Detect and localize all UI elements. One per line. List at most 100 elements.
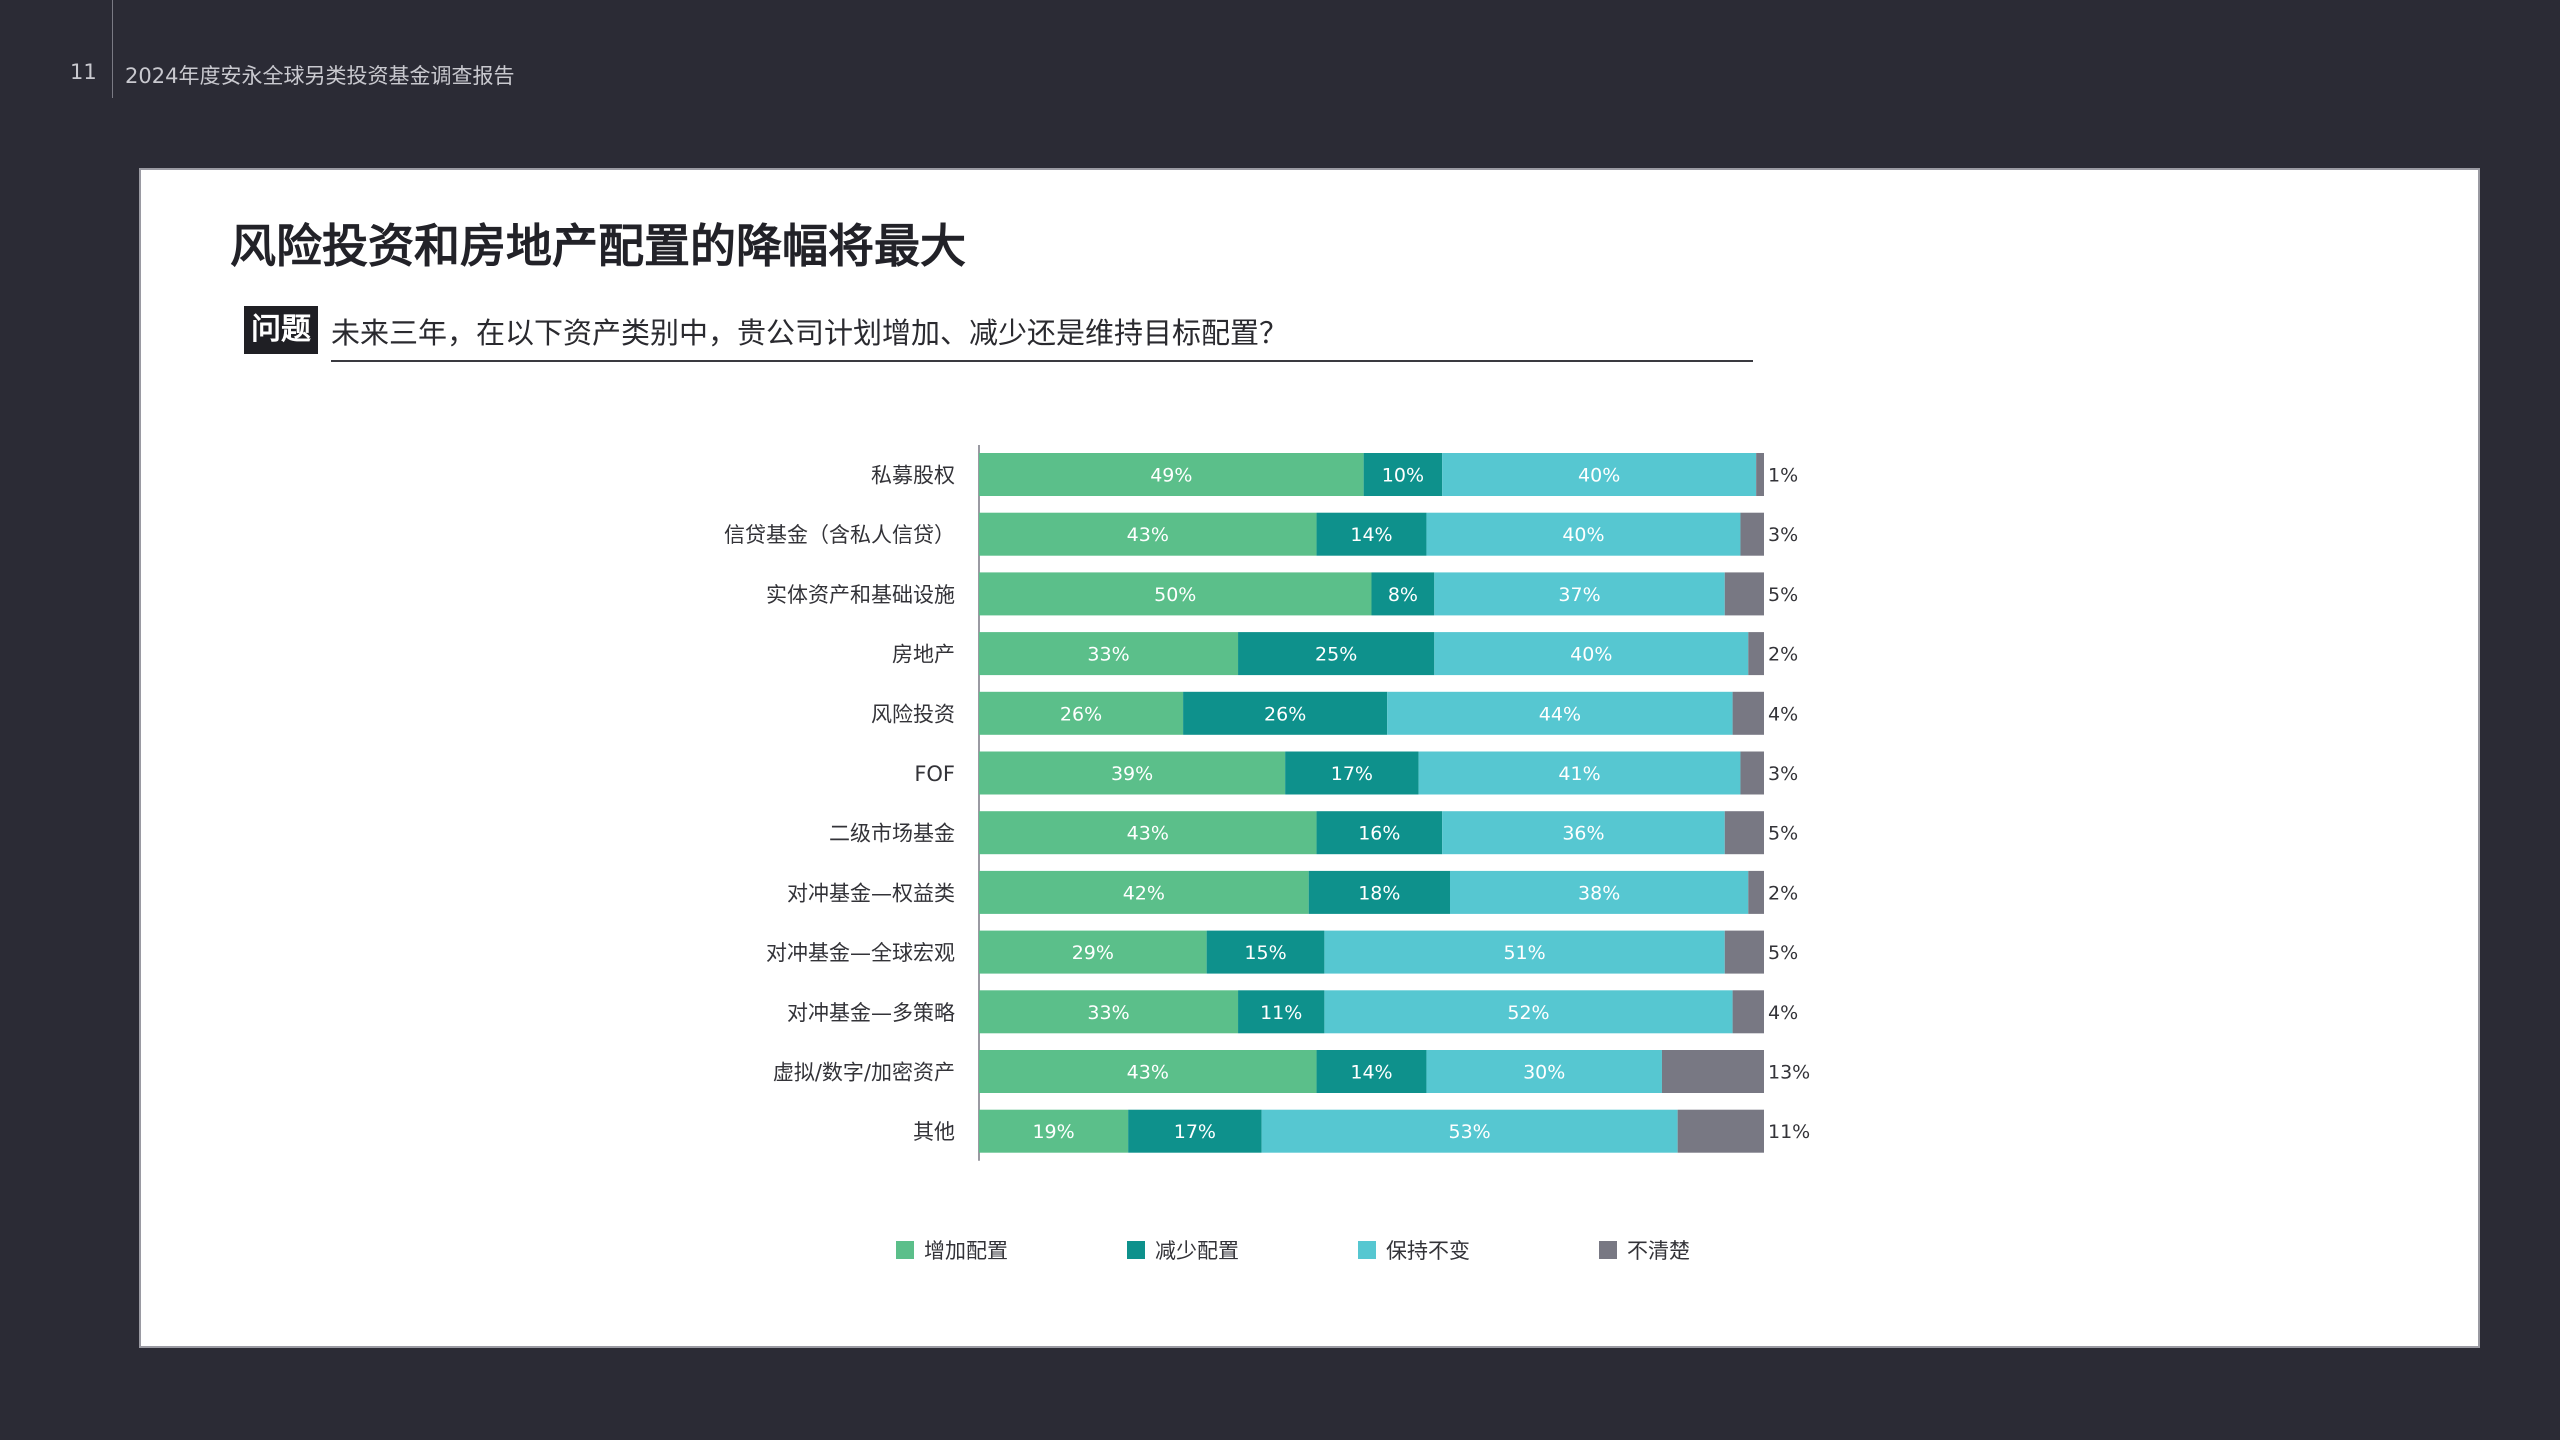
category-label: 信贷基金（含私人信贷） <box>724 523 955 547</box>
data-label: 52% <box>1507 1002 1549 1024</box>
category-label: 对冲基金—权益类 <box>787 881 955 905</box>
bar-segment <box>1324 990 1733 1034</box>
bar-segment <box>979 512 1317 556</box>
legend-label: 减少配置 <box>1155 1239 1239 1263</box>
data-label: 29% <box>1072 942 1114 964</box>
legend-swatch <box>1127 1241 1145 1259</box>
data-label: 25% <box>1315 644 1357 666</box>
data-label: 19% <box>1032 1121 1074 1143</box>
bar-segment <box>1740 512 1764 556</box>
category-label: 对冲基金—全球宏观 <box>766 941 955 965</box>
data-label: 49% <box>1150 465 1192 487</box>
bar-segment <box>1206 930 1325 974</box>
data-label: 15% <box>1244 942 1286 964</box>
legend-label: 保持不变 <box>1386 1239 1470 1263</box>
category-label: 房地产 <box>892 643 955 667</box>
bar-segment <box>1724 572 1764 616</box>
bar-segment <box>1316 1050 1427 1093</box>
bar-segment <box>1316 811 1443 855</box>
report-title: 2024年度安永全球另类投资基金调查报告 <box>125 64 515 88</box>
bar-segment <box>1740 751 1764 795</box>
legend-label: 不清楚 <box>1627 1239 1690 1263</box>
category-label: 私募股权 <box>871 464 955 488</box>
data-label: 2% <box>1768 644 1798 666</box>
legend-swatch <box>1599 1241 1617 1259</box>
data-label: 33% <box>1087 1002 1129 1024</box>
bar-segment <box>1426 1050 1662 1093</box>
bar-segment <box>979 453 1364 496</box>
bar-segment <box>1748 632 1764 676</box>
legend-label: 增加配置 <box>924 1239 1008 1263</box>
data-label: 5% <box>1768 942 1798 964</box>
bar-segment <box>979 811 1317 855</box>
category-label: 实体资产和基础设施 <box>766 583 955 607</box>
bar-segment <box>979 1050 1317 1093</box>
bar-segment <box>979 572 1372 616</box>
bar-segment <box>1442 811 1725 855</box>
data-label: 17% <box>1331 763 1373 785</box>
data-label: 44% <box>1539 703 1581 725</box>
data-label: 3% <box>1768 524 1798 546</box>
bar-segment <box>1371 572 1435 616</box>
data-label: 30% <box>1523 1062 1565 1084</box>
data-label: 43% <box>1127 524 1169 546</box>
data-label: 18% <box>1358 882 1400 904</box>
bar-segment <box>1363 453 1443 496</box>
data-label: 10% <box>1382 465 1424 487</box>
data-label: 1% <box>1768 465 1798 487</box>
data-label: 11% <box>1260 1002 1302 1024</box>
data-label: 39% <box>1111 763 1153 785</box>
bar-segment <box>1387 691 1733 735</box>
bar-segment <box>1128 1109 1262 1153</box>
bar-segment <box>1261 1109 1678 1153</box>
question-badge: 问题 <box>244 306 318 354</box>
data-label: 14% <box>1350 1062 1392 1084</box>
bar-segment <box>1442 453 1757 496</box>
bar-segment <box>1450 870 1749 914</box>
page-number: 11 <box>70 60 97 84</box>
data-label: 42% <box>1123 882 1165 904</box>
category-label: 风险投资 <box>871 702 955 726</box>
data-label: 16% <box>1358 823 1400 845</box>
bar-segment <box>1238 990 1325 1034</box>
bar-segment <box>979 990 1239 1034</box>
bar-segment <box>1285 751 1419 795</box>
legend-swatch <box>896 1241 914 1259</box>
data-label: 40% <box>1570 644 1612 666</box>
data-label: 17% <box>1174 1121 1216 1143</box>
bar-segment <box>1308 870 1450 914</box>
bar-segment <box>1426 512 1741 556</box>
bar-segment <box>1434 632 1749 676</box>
data-label: 4% <box>1768 1002 1798 1024</box>
category-label: 二级市场基金 <box>829 822 955 846</box>
bar-segment <box>1238 632 1435 676</box>
data-label: 11% <box>1768 1121 1810 1143</box>
data-label: 3% <box>1768 763 1798 785</box>
data-label: 8% <box>1388 584 1418 606</box>
data-label: 40% <box>1578 465 1620 487</box>
bar-segment <box>979 632 1239 676</box>
bar-segment <box>979 691 1184 735</box>
category-label: 对冲基金—多策略 <box>787 1001 955 1025</box>
bar-segment <box>1756 453 1764 496</box>
header-divider <box>112 0 113 98</box>
category-label: 其他 <box>913 1120 955 1144</box>
data-label: 26% <box>1264 703 1306 725</box>
page-header: 11 2024年度安永全球另类投资基金调查报告 <box>0 0 2560 100</box>
data-label: 51% <box>1503 942 1545 964</box>
bar-segment <box>1732 691 1764 735</box>
bar-segment <box>1183 691 1388 735</box>
bar-segment <box>1434 572 1725 616</box>
slide-title: 风险投资和房地产配置的降幅将最大 <box>230 219 966 273</box>
data-label: 33% <box>1087 644 1129 666</box>
bar-segment <box>1324 930 1725 974</box>
question-underline <box>331 360 1753 362</box>
bar-segment <box>1724 811 1764 855</box>
data-label: 41% <box>1558 763 1600 785</box>
data-label: 43% <box>1127 1062 1169 1084</box>
data-label: 14% <box>1350 524 1392 546</box>
bar-segment <box>1748 870 1764 914</box>
bar-segment <box>979 870 1309 914</box>
bar-segment <box>1661 1050 1764 1093</box>
bar-segment <box>979 930 1207 974</box>
